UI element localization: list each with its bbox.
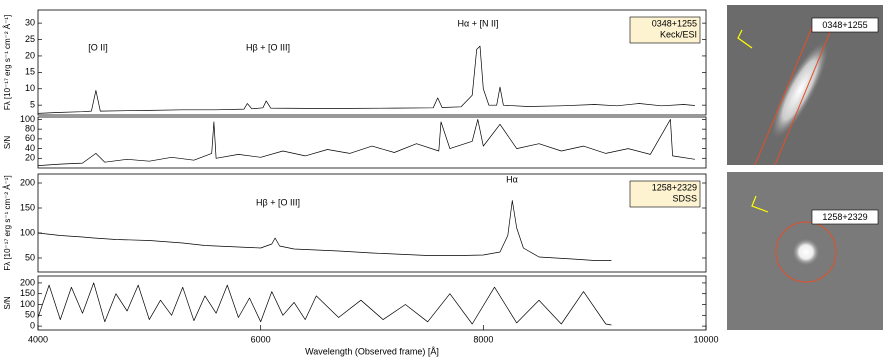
image-panel: 1258+2329 — [727, 172, 883, 330]
label-box-text: Keck/ESI — [660, 29, 697, 39]
line-annotation: Hα + [N II] — [458, 18, 499, 28]
spectrum-line — [37, 119, 695, 166]
y-axis-label: Fλ [10⁻¹⁷ erg s⁻¹ cm⁻² Å⁻¹] — [3, 15, 12, 110]
y-tick-label: 50 — [25, 252, 35, 262]
y-tick-label: 80 — [25, 124, 35, 134]
label-box-text: SDSS — [672, 193, 697, 203]
plot-frame — [37, 9, 707, 116]
y-tick-label: 150 — [20, 202, 35, 212]
y-tick-label: 150 — [20, 288, 35, 298]
y-tick-label: 100 — [20, 114, 35, 124]
label-box — [629, 180, 701, 208]
label-box-text: 0348+1255 — [652, 18, 697, 28]
y-tick-label: 50 — [25, 310, 35, 320]
y-axis-label: Fλ [10⁻¹⁷ erg s⁻¹ cm⁻² Å⁻¹] — [3, 175, 12, 270]
spectrum-line — [37, 200, 612, 261]
line-annotation: Hβ + [O III] — [256, 197, 300, 207]
y-tick-label: 100 — [20, 227, 35, 237]
x-axis-label: Wavelength (Observed frame) [Å] — [305, 346, 439, 356]
y-tick-label: 200 — [20, 277, 35, 287]
plot-frame — [37, 275, 707, 331]
spectrum-line — [37, 45, 695, 114]
y-tick-label: 20 — [25, 153, 35, 163]
y-tick-label: 20 — [25, 50, 35, 60]
x-tick-label: 10000 — [693, 334, 718, 344]
image-panel: 0348+1255 — [727, 5, 883, 166]
x-tick-label: 6000 — [251, 334, 271, 344]
spectrum-line — [37, 282, 612, 326]
y-tick-label: 0 — [30, 320, 35, 330]
line-annotation: Hβ + [O III] — [246, 42, 290, 52]
image-label: 1258+2329 — [822, 212, 867, 222]
y-tick-label: 60 — [25, 133, 35, 143]
plot-frame — [37, 173, 707, 273]
line-annotation: [O II] — [88, 42, 108, 52]
y-tick-label: 100 — [20, 299, 35, 309]
y-tick-label: 200 — [20, 177, 35, 187]
y-tick-label: 25 — [25, 34, 35, 44]
x-tick-label: 4000 — [28, 334, 48, 344]
y-axis-label: S/N — [3, 136, 12, 150]
x-tick-label: 8000 — [473, 334, 493, 344]
plot-frame — [37, 116, 707, 169]
label-box — [629, 16, 701, 44]
y-tick-label: 40 — [25, 143, 35, 153]
label-box-text: 1258+2329 — [652, 182, 697, 192]
y-tick-label: 15 — [25, 67, 35, 77]
y-tick-label: 30 — [25, 18, 35, 28]
y-tick-label: 10 — [25, 83, 35, 93]
line-annotation: Hα — [506, 174, 518, 184]
image-label: 0348+1255 — [822, 20, 867, 30]
y-axis-label: S/N — [3, 296, 12, 310]
y-tick-label: 5 — [30, 100, 35, 110]
